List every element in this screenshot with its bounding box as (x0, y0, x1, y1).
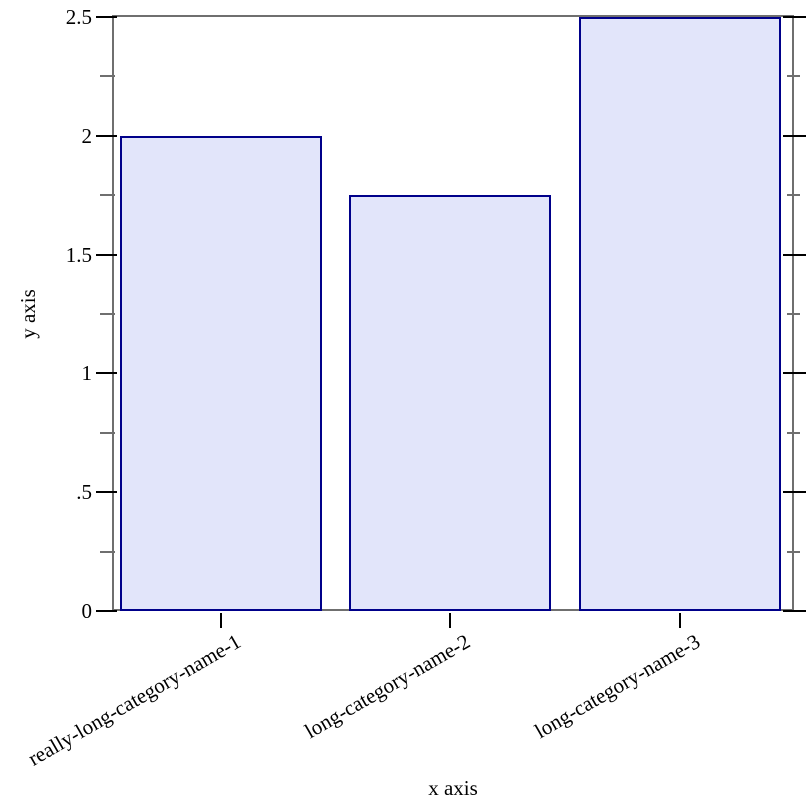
y-tick-major-right (783, 16, 806, 18)
y-tick-major-right (783, 135, 806, 137)
y-axis-title: y axis (16, 289, 40, 339)
y-tick-major-right (783, 610, 806, 612)
bar (579, 17, 781, 611)
bar (349, 195, 551, 611)
y-tick-label: 0 (81, 599, 93, 623)
y-tick-label: 1.5 (65, 243, 92, 267)
y-tick-major-left (96, 610, 117, 612)
y-tick-major-left (96, 254, 117, 256)
y-tick-label: 2.5 (65, 5, 92, 29)
y-tick-minor-left (100, 313, 115, 315)
y-tick-label: 1 (81, 361, 93, 385)
y-tick-major-left (96, 491, 117, 493)
x-tick (679, 613, 681, 628)
y-tick-major-right (783, 254, 806, 256)
y-tick-label: 2 (81, 124, 93, 148)
x-tick (449, 613, 451, 628)
y-tick-minor-left (100, 551, 115, 553)
y-tick-minor-right (787, 432, 800, 434)
x-tick (220, 613, 222, 628)
x-axis-title: x axis (428, 776, 478, 800)
y-tick-major-right (783, 372, 806, 374)
y-tick-minor-right (787, 313, 800, 315)
category-label: long-category-name-2 (300, 629, 475, 744)
y-tick-minor-left (100, 194, 115, 196)
category-label: really-long-category-name-1 (23, 629, 246, 771)
y-tick-minor-right (787, 194, 800, 196)
y-tick-minor-right (787, 75, 800, 77)
y-tick-major-left (96, 135, 117, 137)
y-tick-minor-right (787, 551, 800, 553)
y-tick-major-right (783, 491, 806, 493)
y-tick-label: .5 (76, 480, 92, 504)
y-tick-major-left (96, 16, 117, 18)
y-tick-minor-left (100, 432, 115, 434)
category-label: long-category-name-3 (530, 629, 704, 744)
y-tick-minor-left (100, 75, 115, 77)
y-tick-major-left (96, 372, 117, 374)
bar (120, 136, 322, 611)
